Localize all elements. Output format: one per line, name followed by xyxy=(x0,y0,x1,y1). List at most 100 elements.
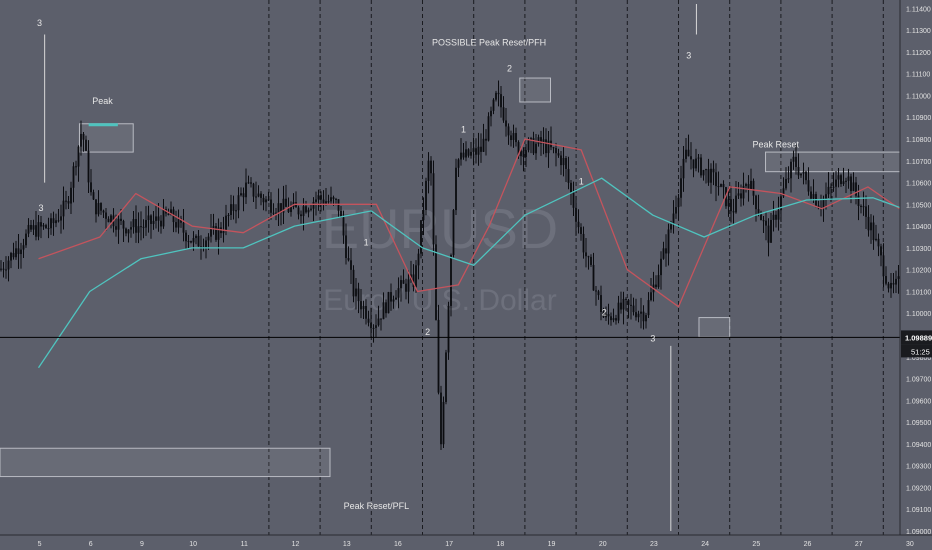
candle-body xyxy=(547,140,550,154)
candle-body xyxy=(167,213,170,215)
candle-body xyxy=(185,232,187,242)
candle-body xyxy=(297,207,300,215)
candle-body xyxy=(417,253,420,266)
candle-body xyxy=(315,199,317,202)
candle-body xyxy=(2,268,5,270)
price-tick-label: 1.11300 xyxy=(906,28,931,35)
candle-body xyxy=(597,291,600,296)
candle-body xyxy=(575,207,577,222)
candle-body xyxy=(475,148,477,155)
candle-body xyxy=(892,282,895,285)
time-tick-label: 27 xyxy=(855,541,863,548)
candle-body xyxy=(197,235,200,247)
candle-body xyxy=(312,201,315,209)
candle-body xyxy=(850,176,852,192)
time-tick-label: 5 xyxy=(38,541,42,548)
candle-body xyxy=(190,241,192,243)
candle-body xyxy=(675,207,677,214)
time-axis-labels: 5 6 9 10 11 12 13 16 17 18 19 20 23 24 25 26 27 30 xyxy=(38,541,914,548)
candle-body xyxy=(187,241,190,243)
candle-body xyxy=(577,221,580,228)
candle-body xyxy=(105,212,107,219)
bar-countdown: 51:25 xyxy=(911,347,930,356)
candle-body xyxy=(385,302,387,314)
candle-body xyxy=(290,207,292,213)
candle-body xyxy=(895,278,897,285)
candle-body xyxy=(92,192,95,200)
candle-body xyxy=(97,203,100,215)
candle-body xyxy=(872,222,875,241)
candle-body xyxy=(50,218,52,229)
candle-body xyxy=(467,149,470,156)
candle-body xyxy=(807,180,810,192)
candle-body xyxy=(365,306,367,319)
price-tick-label: 1.11000 xyxy=(906,93,931,100)
candle-body xyxy=(280,203,282,213)
time-tick-label: 17 xyxy=(445,541,453,548)
price-axis[interactable]: 1.11400 1.11300 1.11200 1.11100 1.11000 1.109… xyxy=(899,0,932,536)
candle-body xyxy=(450,255,452,306)
candle-body xyxy=(860,205,862,207)
candle-body xyxy=(15,248,17,258)
price-tick-label: 1.10700 xyxy=(906,159,931,166)
candle-body xyxy=(10,253,12,261)
candle-body xyxy=(200,246,202,248)
candle-body xyxy=(650,292,652,301)
candle-body xyxy=(305,206,307,213)
candle-body xyxy=(485,138,487,141)
candle-body xyxy=(182,222,185,233)
time-axis[interactable]: 5 6 9 10 11 12 13 16 17 18 19 20 23 24 25 26 27 30 xyxy=(0,534,932,548)
candle-body xyxy=(422,209,425,221)
candle-body xyxy=(285,198,287,207)
candle-body xyxy=(455,167,457,211)
candle-body xyxy=(215,226,217,240)
candle-body xyxy=(342,217,345,236)
candle-body xyxy=(717,186,720,188)
candle-body xyxy=(840,175,842,185)
candle-body xyxy=(272,212,275,214)
candle-body xyxy=(352,269,355,297)
candle-body xyxy=(582,233,585,253)
candle-body xyxy=(7,260,10,270)
symbol-watermark: EURUSD Euro / U.S. Dollar xyxy=(322,197,558,317)
candle-body xyxy=(307,209,310,213)
candle-body xyxy=(787,178,790,180)
candle-body xyxy=(245,182,247,198)
candle-body xyxy=(762,220,765,222)
candle-body xyxy=(700,157,702,176)
candle-body xyxy=(30,224,32,230)
candle-body xyxy=(885,276,887,284)
candle-body xyxy=(140,226,142,228)
candle-body xyxy=(805,171,807,181)
candle-body xyxy=(685,149,687,159)
candle-body xyxy=(557,153,560,156)
candle-body xyxy=(487,116,490,141)
candle-body xyxy=(727,199,730,207)
candle-body xyxy=(162,209,165,227)
candle-body xyxy=(440,392,442,445)
candle-body xyxy=(647,300,650,316)
candle-body xyxy=(607,314,610,317)
candle-body xyxy=(377,318,380,326)
candle-body xyxy=(447,305,450,353)
candle-body xyxy=(735,195,737,213)
candle-body xyxy=(777,210,780,220)
candle-body xyxy=(610,316,612,321)
candle-body xyxy=(600,295,602,312)
candle-body xyxy=(775,214,777,220)
price-tick-label: 1.09100 xyxy=(906,507,931,514)
price-tick-label: 1.10500 xyxy=(906,202,931,209)
candle-body xyxy=(570,182,572,193)
vertical-markers xyxy=(44,4,697,531)
candle-body xyxy=(522,150,525,157)
candle-body xyxy=(382,302,385,320)
candle-body xyxy=(152,220,155,224)
candle-body xyxy=(130,227,132,230)
candle-body xyxy=(622,298,625,310)
candle-body xyxy=(302,206,305,217)
candle-body xyxy=(620,302,622,310)
candle-body xyxy=(827,186,830,195)
candle-body xyxy=(472,148,475,152)
price-tick-label: 1.09200 xyxy=(906,485,931,492)
